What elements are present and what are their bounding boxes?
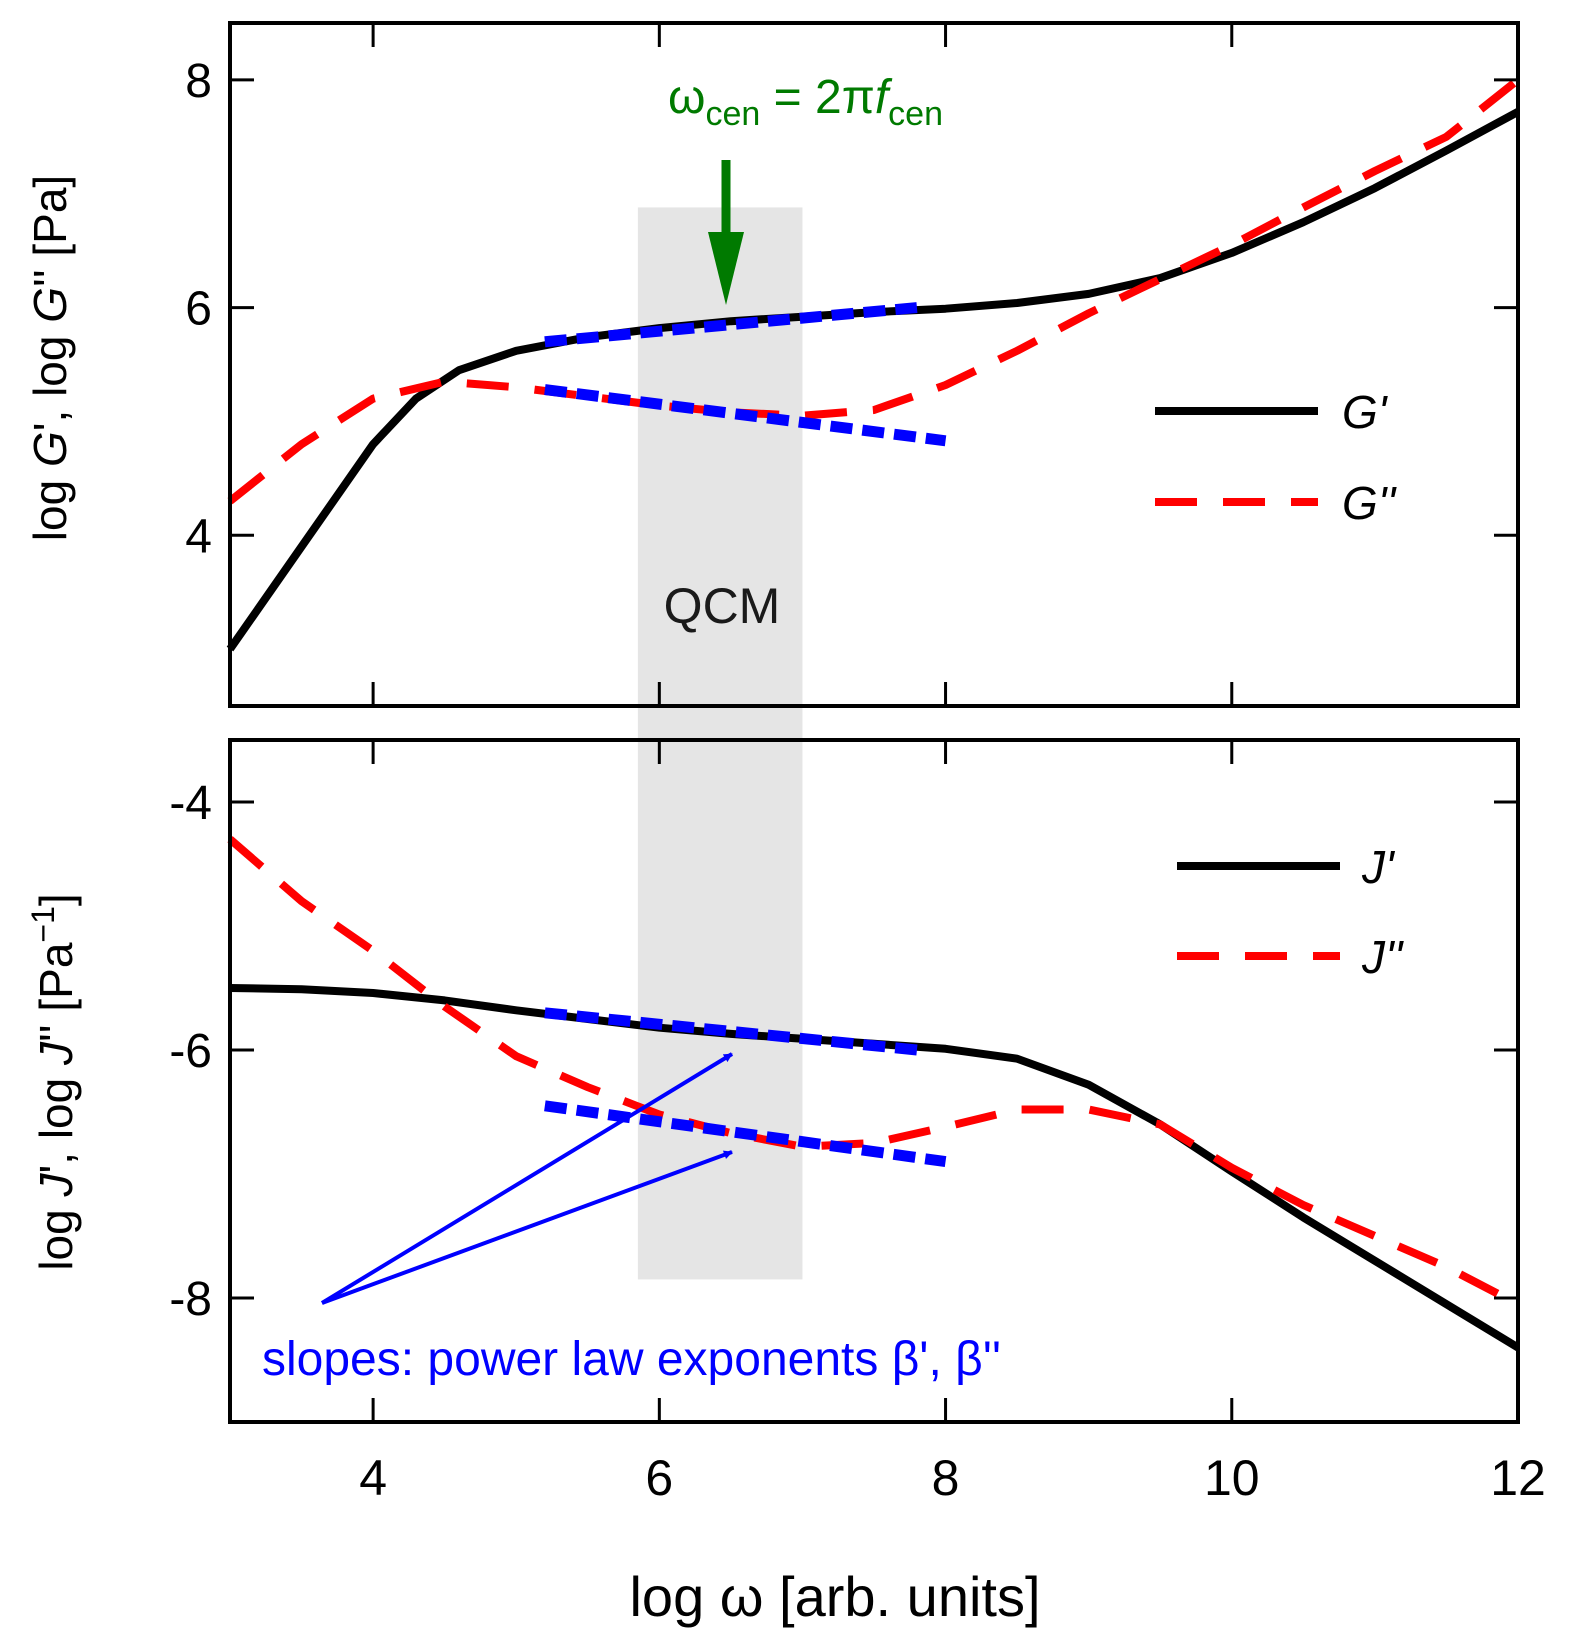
- bottom-fits: [544, 1007, 947, 1168]
- x-tick-label: 10: [1204, 1450, 1260, 1506]
- fit-jdoubleprime-powerlaw: [544, 1100, 947, 1168]
- series-gdoubleprime-line: [227, 76, 1521, 505]
- y-tick-label: -8: [169, 1273, 212, 1326]
- omega-cen-annotation: ωcen = 2πfcen: [668, 71, 943, 133]
- slope-arrow-lower: [321, 1150, 733, 1305]
- y-tick-label: -4: [169, 777, 212, 830]
- qcm-label: QCM: [664, 578, 781, 634]
- x-tick-label: 6: [645, 1450, 673, 1506]
- top-fits: [544, 302, 947, 447]
- top-axes-frame: [228, 21, 1520, 708]
- x-tick-label: 8: [932, 1450, 960, 1506]
- qcm-band: [637, 207, 803, 1280]
- bottom-y-axis-label: log J', log J'' [Pa−1]: [25, 893, 82, 1270]
- bottom-curves: [227, 836, 1521, 1352]
- x-axis-label: log ω [arb. units]: [629, 1565, 1040, 1628]
- legend-jdoubleprime-label: J'': [1361, 931, 1405, 983]
- legend-gdoubleprime-label: G'': [1342, 477, 1398, 529]
- top-y-ticks: 4 6 8: [185, 55, 1518, 563]
- x-tick-label: 4: [359, 1450, 387, 1506]
- y-tick-label: -6: [169, 1025, 212, 1078]
- series-jdoubleprime-line: [227, 836, 1520, 1308]
- legend-gprime-label: G': [1342, 386, 1389, 438]
- slope-arrow-upper: [320, 1052, 734, 1305]
- bottom-y-ticks: -8 -6 -4: [169, 777, 1518, 1326]
- y-tick-label: 8: [185, 55, 212, 108]
- y-tick-label: 6: [185, 283, 212, 336]
- panel-top-gprime-gdoubleprime: 4 6 8 log G', log G'' [Pa] G' G'' QCM ωcen…: [24, 21, 1521, 708]
- slopes-annotation: slopes: power law exponents β', β'': [262, 1333, 1001, 1386]
- fit-gdoubleprime-powerlaw: [544, 384, 947, 447]
- y-tick-label: 4: [185, 510, 212, 563]
- top-legend: G' G'': [1155, 386, 1398, 529]
- top-x-ticks: [371, 23, 1520, 706]
- panel-bottom-jprime-jdoubleprime: -8 -6 -4 log J', log J'' [Pa−1] J' J'' slo…: [25, 738, 1521, 1424]
- top-curves: [226, 76, 1521, 652]
- bottom-legend: J' J'': [1177, 841, 1405, 983]
- legend-jprime-label: J': [1361, 841, 1396, 893]
- top-y-axis-label: log G', log G'' [Pa]: [24, 175, 76, 541]
- bottom-axes-frame: [228, 738, 1520, 1424]
- bottom-x-ticks: [371, 740, 1520, 1422]
- x-tick-label: 12: [1490, 1450, 1546, 1506]
- omega-cen-arrow: [708, 160, 744, 305]
- x-tick-labels: 4 6 8 10 12: [359, 1450, 1546, 1506]
